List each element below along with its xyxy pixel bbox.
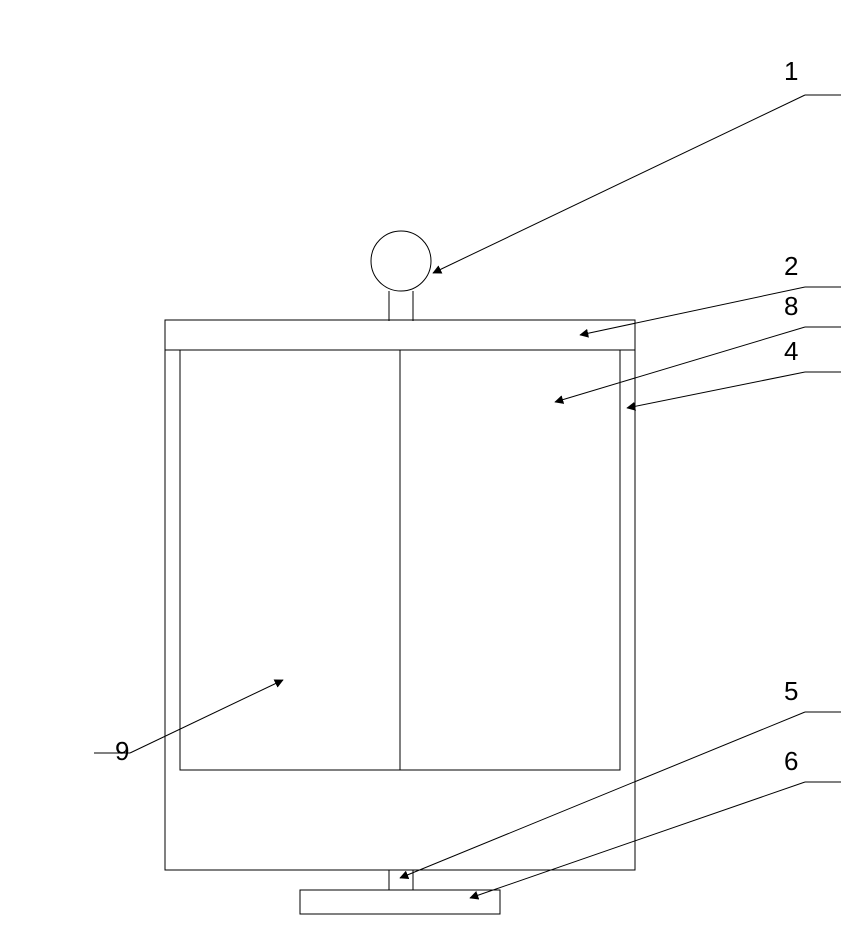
leader-label-6: 6 xyxy=(784,746,798,776)
leader-line-9 xyxy=(130,680,283,753)
top-bar xyxy=(165,320,635,350)
base-plate xyxy=(300,890,500,914)
leader-label-2: 2 xyxy=(784,251,798,281)
leader-label-4: 4 xyxy=(784,336,798,366)
knob-circle xyxy=(371,231,431,291)
leader-label-8: 8 xyxy=(784,291,798,321)
leader-line-2 xyxy=(580,287,805,335)
leader-line-5 xyxy=(400,712,805,878)
leader-label-1: 1 xyxy=(784,56,798,86)
leader-line-1 xyxy=(433,95,805,273)
leader-line-6 xyxy=(470,782,805,898)
leader-label-5: 5 xyxy=(784,676,798,706)
leader-label-9: 9 xyxy=(115,736,129,766)
leader-line-8 xyxy=(555,327,805,402)
leader-line-4 xyxy=(627,372,805,408)
